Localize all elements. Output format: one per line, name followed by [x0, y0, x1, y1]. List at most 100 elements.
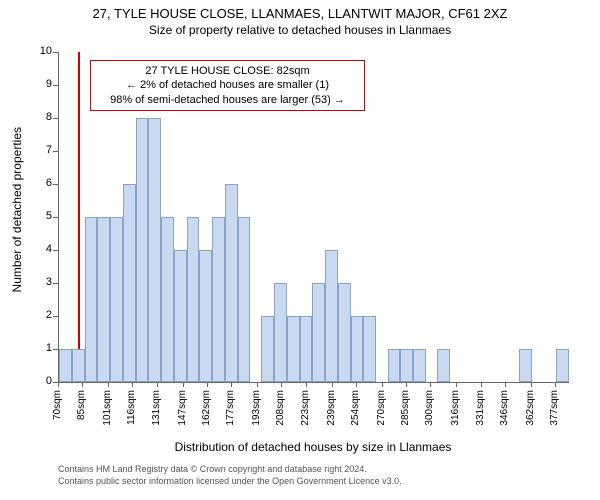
x-tick-label: 316sqm: [450, 390, 461, 426]
y-tick-label: 10: [36, 45, 52, 57]
y-tick-mark: [53, 349, 58, 350]
histogram-bar: [123, 184, 136, 382]
histogram-bar: [338, 283, 351, 382]
x-tick-label: 346sqm: [499, 390, 510, 426]
reference-marker-line: [78, 52, 80, 382]
x-tick-label: 223sqm: [300, 390, 311, 426]
x-tick-mark: [207, 382, 208, 387]
x-tick-label: 377sqm: [549, 390, 560, 426]
x-tick-mark: [82, 382, 83, 387]
x-tick-label: 331sqm: [475, 390, 486, 426]
x-tick-label: 162sqm: [201, 390, 212, 426]
x-tick-label: 254sqm: [350, 390, 361, 426]
histogram-bar: [351, 316, 364, 382]
x-tick-mark: [332, 382, 333, 387]
annotation-box: 27 TYLE HOUSE CLOSE: 82sqm ← 2% of detac…: [90, 60, 365, 111]
x-tick-label: 85sqm: [76, 390, 87, 420]
y-tick-mark: [53, 151, 58, 152]
histogram-bar: [312, 283, 325, 382]
y-tick-label: 8: [36, 111, 52, 123]
y-tick-mark: [53, 283, 58, 284]
x-tick-mark: [306, 382, 307, 387]
histogram-bar: [519, 349, 532, 382]
histogram-bar: [110, 217, 123, 382]
x-tick-label: 193sqm: [251, 390, 262, 426]
x-tick-mark: [382, 382, 383, 387]
y-tick-mark: [53, 184, 58, 185]
y-tick-label: 2: [36, 309, 52, 321]
y-tick-mark: [53, 85, 58, 86]
histogram-bar: [261, 316, 274, 382]
y-tick-label: 4: [36, 243, 52, 255]
histogram-bar: [363, 316, 376, 382]
y-tick-label: 9: [36, 78, 52, 90]
histogram-bar: [413, 349, 426, 382]
x-tick-label: 208sqm: [275, 390, 286, 426]
histogram-bar: [437, 349, 450, 382]
histogram-bar: [148, 118, 161, 382]
annotation-line-1: 27 TYLE HOUSE CLOSE: 82sqm: [97, 64, 358, 78]
histogram-bar: [212, 217, 225, 382]
histogram-bar: [274, 283, 287, 382]
histogram-bar: [59, 349, 72, 382]
histogram-bar: [85, 217, 98, 382]
x-tick-label: 177sqm: [225, 390, 236, 426]
x-tick-label: 101sqm: [102, 390, 113, 426]
x-tick-mark: [231, 382, 232, 387]
x-tick-mark: [356, 382, 357, 387]
footer-line-2: Contains public sector information licen…: [58, 476, 402, 488]
histogram-bar: [325, 250, 338, 382]
x-tick-mark: [157, 382, 158, 387]
chart-subtitle: Size of property relative to detached ho…: [0, 21, 600, 37]
y-tick-label: 7: [36, 144, 52, 156]
y-tick-label: 6: [36, 177, 52, 189]
x-tick-mark: [257, 382, 258, 387]
x-tick-label: 147sqm: [177, 390, 188, 426]
x-tick-mark: [281, 382, 282, 387]
x-tick-label: 285sqm: [400, 390, 411, 426]
histogram-bar: [388, 349, 401, 382]
x-tick-mark: [430, 382, 431, 387]
annotation-line-3: 98% of semi-detached houses are larger (…: [97, 93, 358, 107]
footer-credits: Contains HM Land Registry data © Crown c…: [58, 464, 402, 487]
histogram-bar: [97, 217, 110, 382]
chart-title: 27, TYLE HOUSE CLOSE, LLANMAES, LLANTWIT…: [0, 0, 600, 21]
y-tick-mark: [53, 250, 58, 251]
y-tick-mark: [53, 118, 58, 119]
x-tick-label: 116sqm: [126, 390, 137, 425]
histogram-bar: [187, 217, 200, 382]
histogram-bar: [161, 217, 174, 382]
histogram-bar: [199, 250, 212, 382]
y-tick-label: 1: [36, 342, 52, 354]
histogram-bar: [287, 316, 300, 382]
histogram-bar: [400, 349, 413, 382]
histogram-bar: [174, 250, 187, 382]
y-tick-label: 5: [36, 210, 52, 222]
x-tick-mark: [481, 382, 482, 387]
y-axis-label: Number of detached properties: [10, 127, 24, 292]
histogram-bar: [556, 349, 569, 382]
x-tick-label: 270sqm: [376, 390, 387, 426]
x-tick-mark: [132, 382, 133, 387]
histogram-bar: [225, 184, 238, 382]
x-tick-label: 70sqm: [52, 390, 63, 420]
x-tick-label: 131sqm: [151, 390, 162, 426]
y-tick-mark: [53, 52, 58, 53]
x-tick-label: 300sqm: [424, 390, 435, 426]
y-tick-mark: [53, 316, 58, 317]
y-tick-mark: [53, 217, 58, 218]
annotation-line-2: ← 2% of detached houses are smaller (1): [97, 78, 358, 92]
y-tick-label: 0: [36, 375, 52, 387]
x-tick-mark: [406, 382, 407, 387]
x-tick-mark: [531, 382, 532, 387]
x-tick-mark: [183, 382, 184, 387]
x-tick-mark: [456, 382, 457, 387]
footer-line-1: Contains HM Land Registry data © Crown c…: [58, 464, 402, 476]
histogram-bar: [238, 217, 251, 382]
x-axis-label: Distribution of detached houses by size …: [58, 440, 568, 454]
x-tick-mark: [108, 382, 109, 387]
histogram-bar: [300, 316, 313, 382]
histogram-bar: [136, 118, 149, 382]
y-tick-label: 3: [36, 276, 52, 288]
x-tick-mark: [555, 382, 556, 387]
